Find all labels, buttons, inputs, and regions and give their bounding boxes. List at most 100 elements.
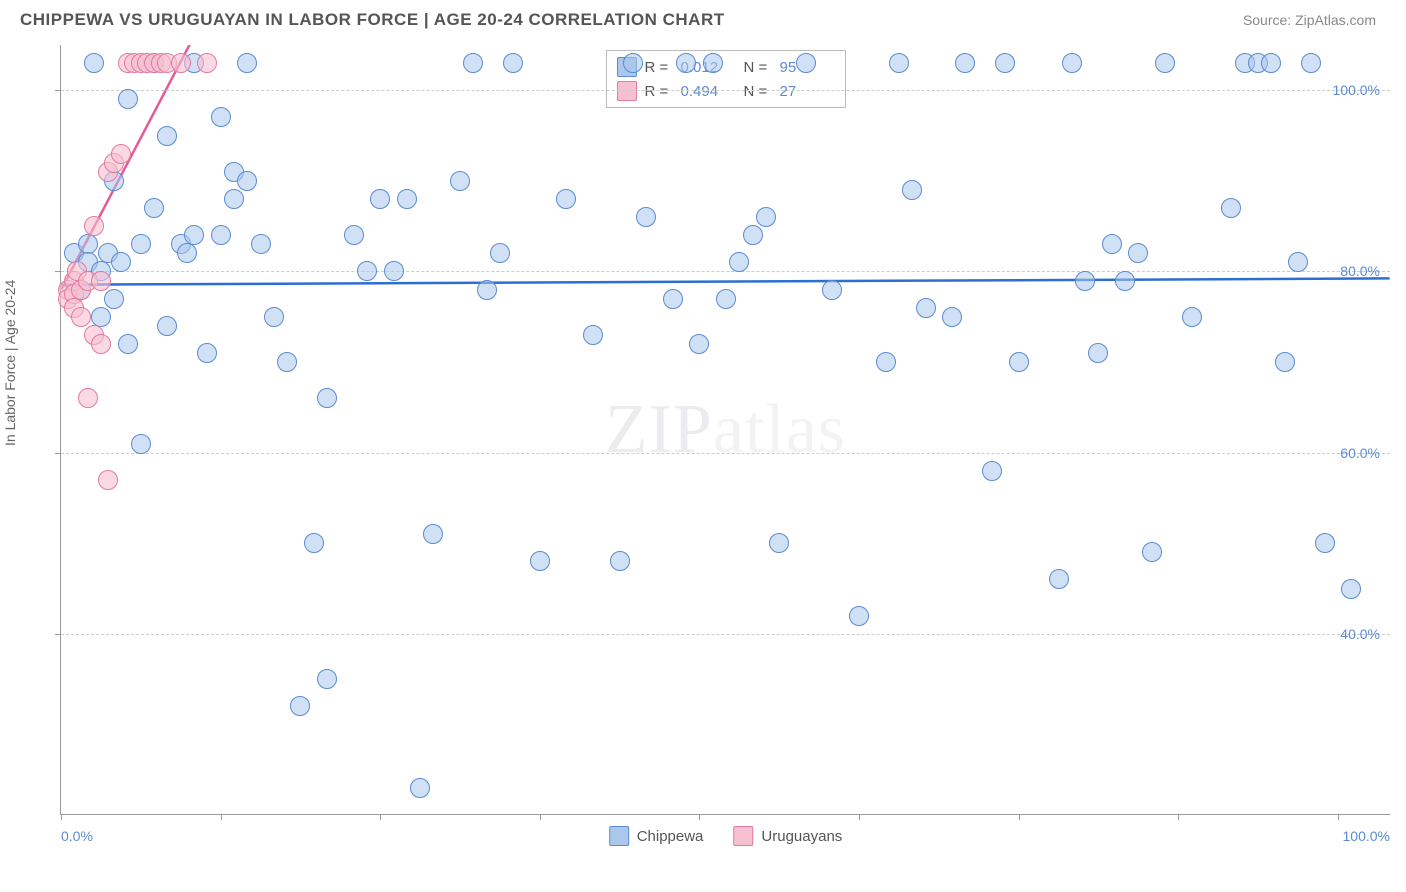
data-point xyxy=(410,778,430,798)
data-point xyxy=(1288,252,1308,272)
data-point xyxy=(1182,307,1202,327)
legend-item: Chippewa xyxy=(609,826,704,846)
data-point xyxy=(1275,352,1295,372)
data-point xyxy=(1128,243,1148,263)
data-point xyxy=(822,280,842,300)
data-point xyxy=(171,53,191,73)
gridline xyxy=(61,90,1390,91)
data-point xyxy=(197,53,217,73)
x-tick xyxy=(1178,814,1179,820)
y-axis-title: In Labor Force | Age 20-24 xyxy=(2,280,18,446)
gridline xyxy=(61,271,1390,272)
data-point xyxy=(716,289,736,309)
data-point xyxy=(91,334,111,354)
trend-lines xyxy=(61,45,1390,814)
data-point xyxy=(849,606,869,626)
data-point xyxy=(530,551,550,571)
data-point xyxy=(131,434,151,454)
data-point xyxy=(131,234,151,254)
data-point xyxy=(610,551,630,571)
x-tick xyxy=(221,814,222,820)
data-point xyxy=(450,171,470,191)
data-point xyxy=(104,289,124,309)
data-point xyxy=(876,352,896,372)
data-point xyxy=(304,533,324,553)
data-point xyxy=(118,334,138,354)
gridline xyxy=(61,634,1390,635)
data-point xyxy=(71,307,91,327)
data-point xyxy=(583,325,603,345)
data-point xyxy=(942,307,962,327)
gridline xyxy=(61,453,1390,454)
data-point xyxy=(982,461,1002,481)
data-point xyxy=(251,234,271,254)
data-point xyxy=(264,307,284,327)
legend-item: Uruguayans xyxy=(733,826,842,846)
data-point xyxy=(1221,198,1241,218)
data-point xyxy=(111,144,131,164)
data-point xyxy=(1009,352,1029,372)
chart-title: CHIPPEWA VS URUGUAYAN IN LABOR FORCE | A… xyxy=(20,10,725,30)
x-axis-min-label: 0.0% xyxy=(61,828,93,844)
x-tick xyxy=(859,814,860,820)
data-point xyxy=(211,107,231,127)
data-point xyxy=(211,225,231,245)
data-point xyxy=(676,53,696,73)
data-point xyxy=(344,225,364,245)
x-tick xyxy=(1019,814,1020,820)
x-tick xyxy=(380,814,381,820)
data-point xyxy=(317,669,337,689)
data-point xyxy=(1301,53,1321,73)
data-point xyxy=(157,316,177,336)
watermark: ZIPatlas xyxy=(605,390,846,470)
legend-series: Chippewa Uruguayans xyxy=(609,826,843,846)
data-point xyxy=(769,533,789,553)
data-point xyxy=(623,53,643,73)
data-point xyxy=(423,524,443,544)
legend-swatch xyxy=(609,826,629,846)
data-point xyxy=(84,53,104,73)
x-tick xyxy=(699,814,700,820)
data-point xyxy=(689,334,709,354)
y-tick-label: 100.0% xyxy=(1333,82,1380,98)
data-point xyxy=(98,470,118,490)
y-tick-label: 60.0% xyxy=(1340,445,1380,461)
x-tick xyxy=(540,814,541,820)
data-point xyxy=(889,53,909,73)
data-point xyxy=(91,271,111,291)
data-point xyxy=(118,89,138,109)
data-point xyxy=(1155,53,1175,73)
data-point xyxy=(197,343,217,363)
y-tick-label: 40.0% xyxy=(1340,626,1380,642)
data-point xyxy=(1315,533,1335,553)
data-point xyxy=(1341,579,1361,599)
data-point xyxy=(477,280,497,300)
data-point xyxy=(1142,542,1162,562)
data-point xyxy=(995,53,1015,73)
data-point xyxy=(157,126,177,146)
data-point xyxy=(111,252,131,272)
data-point xyxy=(144,198,164,218)
data-point xyxy=(503,53,523,73)
data-point xyxy=(729,252,749,272)
y-tick-label: 80.0% xyxy=(1340,263,1380,279)
data-point xyxy=(1062,53,1082,73)
data-point xyxy=(1049,569,1069,589)
data-point xyxy=(1075,271,1095,291)
data-point xyxy=(955,53,975,73)
data-point xyxy=(397,189,417,209)
data-point xyxy=(370,189,390,209)
data-point xyxy=(277,352,297,372)
data-point xyxy=(490,243,510,263)
data-point xyxy=(84,216,104,236)
data-point xyxy=(916,298,936,318)
data-point xyxy=(902,180,922,200)
data-point xyxy=(796,53,816,73)
data-point xyxy=(384,261,404,281)
data-point xyxy=(317,388,337,408)
data-point xyxy=(1102,234,1122,254)
data-point xyxy=(224,189,244,209)
data-point xyxy=(1261,53,1281,73)
data-point xyxy=(663,289,683,309)
data-point xyxy=(237,53,257,73)
